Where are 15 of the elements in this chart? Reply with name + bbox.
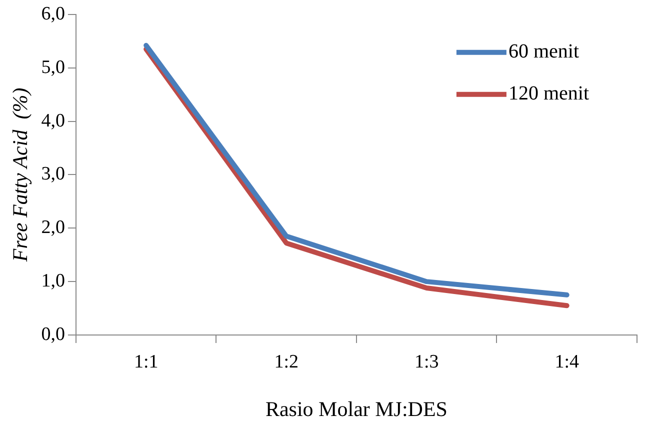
x-tick-label: 1:4 [554,351,580,372]
y-tick-label: 4,0 [41,110,65,132]
legend-label: 120 menit [508,82,590,105]
y-tick-label: 3,0 [41,164,65,185]
y-tick-label: 0,0 [41,324,65,345]
x-tick-label: 1:2 [274,351,298,372]
x-tick-label: 1:1 [134,351,158,372]
y-tick-label: 1,0 [41,270,65,292]
y-tick-label: 6,0 [41,3,65,24]
y-tick-label: 5,0 [41,56,65,78]
x-tick-label: 1:3 [414,351,439,372]
x-axis-title: Rasio Molar MJ:DES [265,396,448,421]
y-axis-title: Free Fatty Acid (%) [8,88,32,263]
y-tick-label: 2,0 [41,217,65,238]
legend-label: 60 menit [508,40,580,63]
